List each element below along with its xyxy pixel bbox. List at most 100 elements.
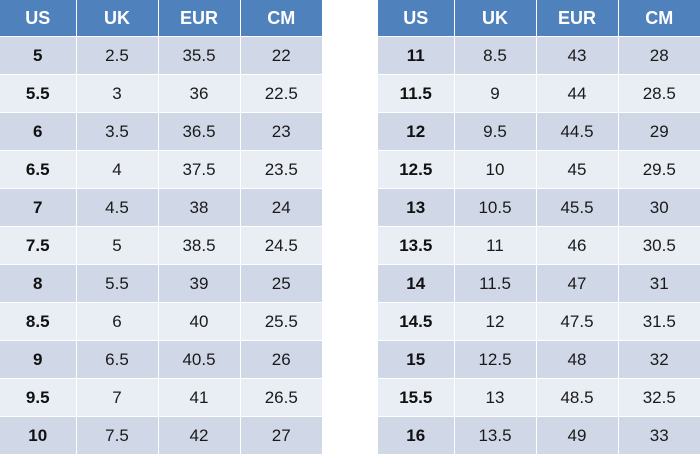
uk-size-cell: 11 [454, 226, 537, 265]
uk-size-cell: 13.5 [454, 416, 537, 455]
eur-size-cell: 38 [158, 188, 241, 227]
cm-size-cell: 31.5 [618, 302, 700, 341]
uk-size-cell: 6.5 [76, 340, 159, 379]
cm-size-cell: 27 [240, 416, 322, 455]
size-table-left: US UK EUR CM 5 2.5 35.5 22 5.5 3 36 22.5 6 3.5 36.… [0, 0, 322, 455]
eur-size-cell: 37.5 [158, 150, 241, 189]
cm-size-cell: 22 [240, 36, 322, 75]
uk-size-cell: 3.5 [76, 112, 159, 151]
header-cm: CM [240, 0, 322, 37]
us-size-cell: 15.5 [378, 378, 455, 417]
eur-size-cell: 40 [158, 302, 241, 341]
table-row: 14.5 12 47.5 31.5 [378, 302, 700, 341]
us-size-cell: 8.5 [0, 302, 77, 341]
eur-size-cell: 46 [536, 226, 619, 265]
cm-size-cell: 24 [240, 188, 322, 227]
eur-size-cell: 48 [536, 340, 619, 379]
us-size-cell: 6 [0, 112, 77, 151]
eur-size-cell: 47.5 [536, 302, 619, 341]
table-row: 6.5 4 37.5 23.5 [0, 150, 322, 189]
us-size-cell: 12 [378, 112, 455, 151]
uk-size-cell: 12.5 [454, 340, 537, 379]
table-row: 9 6.5 40.5 26 [0, 340, 322, 379]
uk-size-cell: 7 [76, 378, 159, 417]
uk-size-cell: 2.5 [76, 36, 159, 75]
uk-size-cell: 3 [76, 74, 159, 113]
uk-size-cell: 6 [76, 302, 159, 341]
cm-size-cell: 23.5 [240, 150, 322, 189]
us-size-cell: 13 [378, 188, 455, 227]
table-row: 9.5 7 41 26.5 [0, 378, 322, 417]
uk-size-cell: 13 [454, 378, 537, 417]
us-size-cell: 14.5 [378, 302, 455, 341]
eur-size-cell: 44 [536, 74, 619, 113]
us-size-cell: 8 [0, 264, 77, 303]
eur-size-cell: 47 [536, 264, 619, 303]
table-row: 11 8.5 43 28 [378, 36, 700, 75]
cm-size-cell: 30 [618, 188, 700, 227]
cm-size-cell: 25.5 [240, 302, 322, 341]
table-row: 8.5 6 40 25.5 [0, 302, 322, 341]
us-size-cell: 16 [378, 416, 455, 455]
eur-size-cell: 36 [158, 74, 241, 113]
table-row: 16 13.5 49 33 [378, 416, 700, 455]
eur-size-cell: 45 [536, 150, 619, 189]
table-row: 12 9.5 44.5 29 [378, 112, 700, 151]
uk-size-cell: 11.5 [454, 264, 537, 303]
cm-size-cell: 26.5 [240, 378, 322, 417]
uk-size-cell: 7.5 [76, 416, 159, 455]
uk-size-cell: 9.5 [454, 112, 537, 151]
us-size-cell: 9.5 [0, 378, 77, 417]
table-row: 7 4.5 38 24 [0, 188, 322, 227]
us-size-cell: 7.5 [0, 226, 77, 265]
us-size-cell: 5 [0, 36, 77, 75]
eur-size-cell: 48.5 [536, 378, 619, 417]
eur-size-cell: 38.5 [158, 226, 241, 265]
eur-size-cell: 35.5 [158, 36, 241, 75]
us-size-cell: 13.5 [378, 226, 455, 265]
table-row: 8 5.5 39 25 [0, 264, 322, 303]
eur-size-cell: 44.5 [536, 112, 619, 151]
uk-size-cell: 4.5 [76, 188, 159, 227]
uk-size-cell: 8.5 [454, 36, 537, 75]
header-eur: EUR [536, 0, 619, 37]
table-row: 13.5 11 46 30.5 [378, 226, 700, 265]
cm-size-cell: 25 [240, 264, 322, 303]
cm-size-cell: 28 [618, 36, 700, 75]
eur-size-cell: 39 [158, 264, 241, 303]
uk-size-cell: 5.5 [76, 264, 159, 303]
header-eur: EUR [158, 0, 241, 37]
cm-size-cell: 32.5 [618, 378, 700, 417]
cm-size-cell: 29.5 [618, 150, 700, 189]
us-size-cell: 7 [0, 188, 77, 227]
cm-size-cell: 22.5 [240, 74, 322, 113]
header-us: US [378, 0, 455, 37]
us-size-cell: 5.5 [0, 74, 77, 113]
uk-size-cell: 4 [76, 150, 159, 189]
eur-size-cell: 41 [158, 378, 241, 417]
header-uk: UK [76, 0, 159, 37]
table-row: 10 7.5 42 27 [0, 416, 322, 455]
size-table-right: US UK EUR CM 11 8.5 43 28 11.5 9 44 28.5 12 9.5 44… [378, 0, 700, 455]
us-size-cell: 9 [0, 340, 77, 379]
header-uk: UK [454, 0, 537, 37]
uk-size-cell: 9 [454, 74, 537, 113]
uk-size-cell: 5 [76, 226, 159, 265]
table-row: 12.5 10 45 29.5 [378, 150, 700, 189]
eur-size-cell: 43 [536, 36, 619, 75]
table-row: 11.5 9 44 28.5 [378, 74, 700, 113]
uk-size-cell: 10.5 [454, 188, 537, 227]
us-size-cell: 15 [378, 340, 455, 379]
table-row: 5 2.5 35.5 22 [0, 36, 322, 75]
us-size-cell: 10 [0, 416, 77, 455]
cm-size-cell: 26 [240, 340, 322, 379]
table-row: 6 3.5 36.5 23 [0, 112, 322, 151]
header-row: US UK EUR CM [378, 0, 700, 37]
us-size-cell: 14 [378, 264, 455, 303]
eur-size-cell: 42 [158, 416, 241, 455]
cm-size-cell: 32 [618, 340, 700, 379]
us-size-cell: 6.5 [0, 150, 77, 189]
table-row: 15 12.5 48 32 [378, 340, 700, 379]
eur-size-cell: 49 [536, 416, 619, 455]
cm-size-cell: 31 [618, 264, 700, 303]
